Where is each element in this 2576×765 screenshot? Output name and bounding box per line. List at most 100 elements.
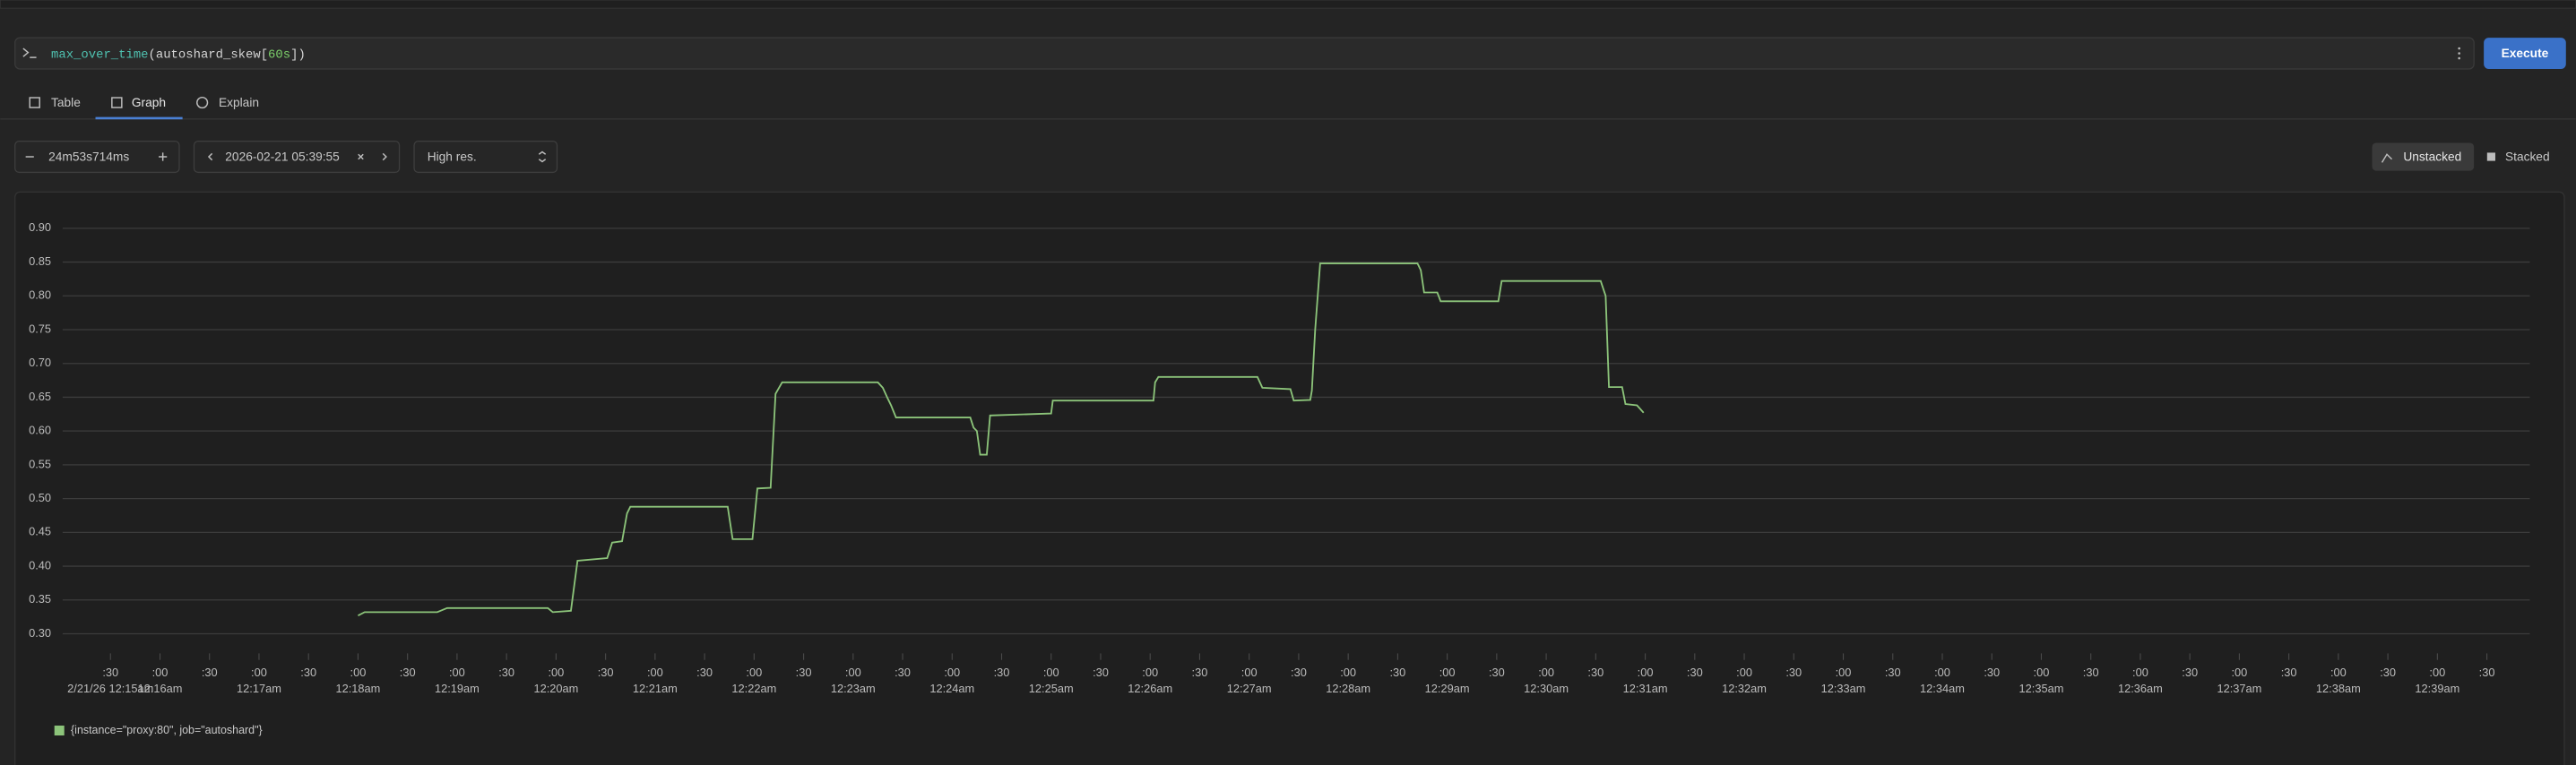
tab[interactable]: Explain	[219, 96, 259, 109]
plot: 0.30 0.35 0.40 0.45 0.50 0.55 0.60 0.65 0.70 0.75…	[29, 220, 2530, 736]
x-tick-label: :30	[1785, 666, 1802, 679]
x-date-label: 12:24am	[929, 682, 974, 695]
unstacked-icon	[2381, 153, 2393, 163]
range-control	[14, 140, 180, 174]
x-date-label: 12:22am	[731, 682, 776, 695]
x-tick-label: :30	[498, 666, 514, 679]
x-tick-label: :00	[1934, 666, 1950, 679]
x-tick-label: :30	[2182, 666, 2198, 679]
x-date-label: 12:29am	[1425, 682, 1470, 695]
x-date-label: 12:31am	[1623, 682, 1668, 695]
x-tick-label: :00	[1736, 666, 1752, 679]
x-tick-label: :30	[202, 666, 218, 679]
resolution[interactable]: High res.	[428, 150, 477, 164]
x-date-label: 12:20am	[533, 682, 578, 695]
mode-button[interactable]: Unstacked	[2403, 150, 2461, 164]
mode-button[interactable]: Stacked	[2505, 150, 2550, 164]
y-tick-label: 0.75	[29, 322, 51, 335]
x-tick-label: :00	[1142, 666, 1158, 679]
x-date-label: 12:38am	[2316, 682, 2361, 695]
x-tick-label: :00	[1538, 666, 1554, 679]
x-tick-label: :30	[1291, 666, 1307, 679]
x-tick-label: :30	[2083, 666, 2099, 679]
legend-entry[interactable]: {instance="proxy:80", job="autoshard"}	[71, 724, 263, 736]
range-value[interactable]: 24m53s714ms	[48, 150, 129, 164]
x-tick-label: :30	[1192, 666, 1208, 679]
menu-dot	[2458, 56, 2460, 60]
menu-dot	[2458, 47, 2460, 50]
legend-swatch	[54, 726, 65, 736]
x-date-label: 12:26am	[1128, 682, 1172, 695]
series-line	[358, 262, 1645, 616]
resolution-select[interactable]	[413, 140, 558, 174]
x-tick-label: :00	[1836, 666, 1852, 679]
query-input[interactable]	[14, 37, 2475, 70]
x-tick-label: :30	[796, 666, 812, 679]
query-menu[interactable]	[2458, 47, 2460, 60]
x-tick-label: :30	[300, 666, 316, 679]
x-tick-label: :30	[598, 666, 614, 679]
time-back[interactable]	[207, 152, 213, 161]
x-date-label: 12:34am	[1920, 682, 1965, 695]
top-strip	[0, 0, 2576, 9]
x-tick-label: :00	[2034, 666, 2050, 679]
y-tick-label: 0.60	[29, 424, 51, 437]
query-text[interactable]: max_over_time(autoshard_skew[60s])	[51, 47, 306, 62]
prompt-icon	[22, 47, 37, 58]
menu-dot	[2458, 52, 2460, 55]
y-tick-label: 0.45	[29, 525, 51, 538]
y-tick-label: 0.90	[29, 220, 51, 234]
y-tick-label: 0.55	[29, 457, 51, 470]
x-date-label: 12:35am	[2019, 682, 2064, 695]
x-tick-label: :00	[449, 666, 465, 679]
tab[interactable]: Table	[51, 96, 81, 109]
x-tick-label: :30	[2281, 666, 2297, 679]
x-tick-label: :00	[1241, 666, 1258, 679]
x-date-label: 12:28am	[1326, 682, 1370, 695]
x-date-label: 12:27am	[1227, 682, 1272, 695]
x-tick-label: :00	[350, 666, 367, 679]
x-tick-label: :00	[2232, 666, 2248, 679]
query-token[interactable]: max_over_time	[51, 47, 149, 62]
x-date-label: 2/21/26 12:15am	[67, 682, 153, 695]
x-tick-label: :00	[1638, 666, 1654, 679]
x-tick-label: :00	[746, 666, 762, 679]
table-icon	[29, 97, 40, 108]
select-chevron	[538, 150, 547, 163]
execute-button[interactable]	[2484, 38, 2566, 69]
stacked-icon	[2486, 152, 2495, 161]
range-increase[interactable]	[159, 152, 168, 161]
x-date-label: 12:36am	[2118, 682, 2163, 695]
x-tick-label: :00	[1043, 666, 1059, 679]
x-date-label: 12:33am	[1821, 682, 1866, 695]
x-tick-label: :30	[1984, 666, 2000, 679]
x-tick-label: :00	[944, 666, 960, 679]
time-clear[interactable]	[358, 153, 364, 160]
x-tick-label: :30	[1489, 666, 1505, 679]
y-tick-label: 0.70	[29, 356, 51, 369]
query-token[interactable]: (autoshard_skew[	[149, 47, 269, 62]
explain-icon	[196, 96, 209, 109]
x-tick-label: :30	[1885, 666, 1901, 679]
x-tick-label: :30	[895, 666, 911, 679]
x-date-label: 12:16am	[138, 682, 183, 695]
x-tick-label: :00	[647, 666, 663, 679]
x-date-label: 12:39am	[2415, 682, 2459, 695]
x-date-label: 12:18am	[336, 682, 381, 695]
x-tick-label: :30	[1093, 666, 1109, 679]
query-token[interactable]: 60s	[268, 47, 290, 62]
x-date-label: 12:30am	[1524, 682, 1569, 695]
y-tick-label: 0.85	[29, 254, 51, 268]
time-forward[interactable]	[382, 152, 387, 161]
x-date-label: 12:21am	[633, 682, 678, 695]
x-date-label: 12:32am	[1722, 682, 1767, 695]
tab-active[interactable]: Graph	[132, 96, 166, 109]
x-tick-label: :30	[400, 666, 416, 679]
query-token[interactable]: ])	[290, 47, 306, 62]
x-tick-label: :00	[548, 666, 564, 679]
x-date-label: 12:19am	[435, 682, 480, 695]
execute-label[interactable]: Execute	[2502, 47, 2549, 60]
end-time[interactable]: 2026-02-21 05:39:55	[225, 150, 340, 164]
